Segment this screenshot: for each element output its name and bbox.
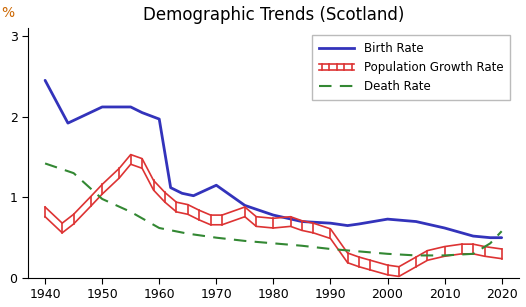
Text: %: % bbox=[1, 6, 14, 20]
Title: Demographic Trends (Scotland): Demographic Trends (Scotland) bbox=[143, 6, 404, 24]
Legend: Birth Rate, Population Growth Rate, Death Rate: Birth Rate, Population Growth Rate, Deat… bbox=[312, 35, 510, 100]
